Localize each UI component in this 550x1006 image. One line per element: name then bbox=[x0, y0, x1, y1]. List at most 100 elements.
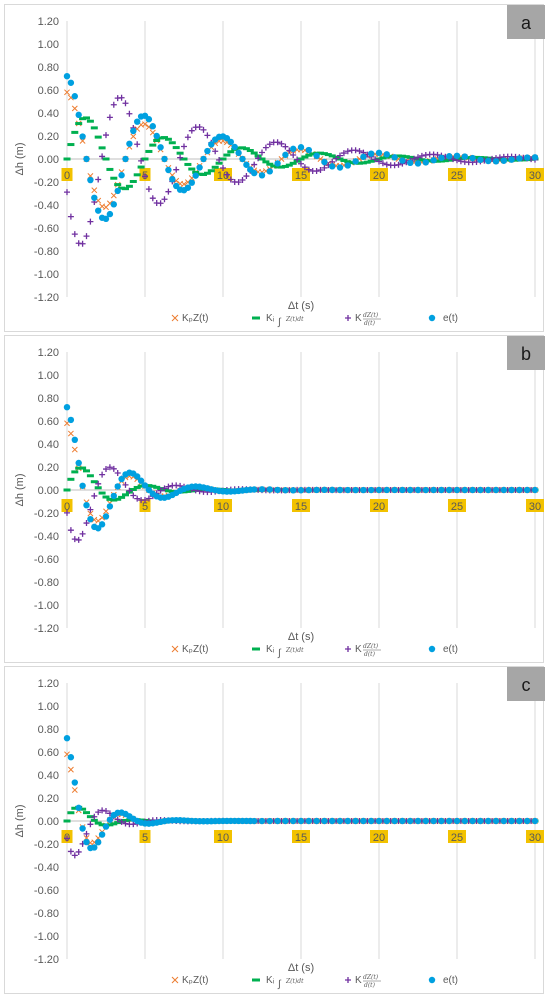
panel-label-box bbox=[507, 667, 545, 701]
point-e bbox=[192, 172, 199, 179]
point-kd bbox=[379, 160, 386, 167]
legend-label-ki-expr: Z(t)dt bbox=[285, 316, 304, 323]
point-ki bbox=[512, 158, 519, 162]
point-e bbox=[422, 159, 429, 166]
legend-label-kd: K bbox=[355, 313, 362, 324]
point-e bbox=[399, 817, 406, 825]
legend-marker-ki bbox=[252, 316, 260, 320]
chart-panel-b: 1.20 1.00 0.80 0.60 0.40 0.20 0.00 -0.20 -0.40 -0… bbox=[4, 335, 545, 663]
y-tick-label: 0.20 bbox=[38, 131, 59, 143]
y-tick-label: -0.40 bbox=[34, 862, 59, 874]
point-ki bbox=[176, 151, 184, 155]
point-e bbox=[344, 162, 351, 169]
point-ki bbox=[145, 484, 153, 488]
point-ki bbox=[426, 159, 434, 163]
point-e bbox=[106, 210, 114, 218]
point-kd bbox=[103, 808, 109, 815]
legend-integral: ∫ bbox=[277, 317, 282, 328]
point-kd bbox=[95, 480, 102, 487]
point-e bbox=[500, 157, 507, 164]
point-e bbox=[321, 158, 328, 166]
point-ki bbox=[75, 466, 83, 470]
point-kd bbox=[145, 186, 152, 193]
point-e bbox=[157, 144, 164, 151]
point-e bbox=[71, 436, 79, 444]
point-e bbox=[274, 486, 281, 494]
point-kd bbox=[395, 161, 402, 168]
x-tick-label: 20 bbox=[373, 501, 385, 513]
point-kd bbox=[83, 830, 90, 837]
point-ki bbox=[402, 155, 410, 159]
point-ki bbox=[153, 485, 161, 489]
point-e bbox=[134, 473, 141, 480]
point-ki bbox=[188, 167, 196, 171]
legend-label-ki-sym: Kᵢ bbox=[266, 313, 275, 324]
point-ki bbox=[301, 155, 309, 159]
point-e bbox=[407, 159, 414, 167]
legend-marker-kp bbox=[171, 314, 179, 322]
y-tick-label: 0.00 bbox=[38, 816, 59, 828]
point-ki bbox=[133, 173, 141, 177]
point-e bbox=[399, 157, 406, 164]
point-e bbox=[290, 817, 297, 825]
point-ki bbox=[79, 466, 87, 470]
point-e bbox=[67, 416, 75, 424]
legend-label-kp: KₚZ(t) bbox=[182, 644, 209, 655]
y-tick-label: -1.20 bbox=[34, 954, 59, 966]
legend-label-kd-den: d(t) bbox=[364, 651, 376, 658]
point-ki bbox=[266, 162, 274, 166]
point-kd bbox=[87, 821, 94, 828]
x-tick-highlight bbox=[139, 830, 151, 843]
point-e bbox=[266, 168, 273, 175]
point-kd bbox=[75, 848, 82, 855]
point-kp bbox=[87, 510, 94, 517]
point-e bbox=[368, 150, 375, 157]
panel-label: c bbox=[522, 675, 531, 695]
point-e bbox=[508, 817, 515, 825]
point-kp bbox=[64, 89, 70, 96]
point-e bbox=[231, 143, 238, 151]
legend-label-kd: K bbox=[355, 644, 362, 655]
point-kd bbox=[434, 151, 441, 158]
point-kd bbox=[259, 149, 265, 156]
chart-svg: 1.20 1.00 0.80 0.60 0.40 0.20 0.00 -0.20 -0.40 -0… bbox=[14, 336, 545, 659]
x-tick-label: 30 bbox=[529, 832, 541, 844]
point-e bbox=[106, 503, 114, 510]
point-e bbox=[485, 817, 492, 825]
point-ki bbox=[281, 164, 289, 168]
point-e bbox=[391, 486, 398, 494]
point-e bbox=[485, 486, 492, 494]
point-ki bbox=[184, 489, 192, 493]
point-e bbox=[91, 844, 98, 851]
point-kd bbox=[220, 165, 226, 172]
point-e bbox=[102, 215, 110, 223]
point-kd bbox=[95, 809, 102, 816]
point-ki bbox=[110, 176, 118, 180]
legend-marker-kd bbox=[345, 315, 351, 321]
point-e bbox=[508, 156, 515, 163]
point-e bbox=[67, 79, 75, 86]
point-kd bbox=[142, 173, 148, 180]
point-ki bbox=[363, 160, 371, 164]
point-e bbox=[492, 817, 500, 825]
point-kd bbox=[177, 154, 184, 161]
x-tick-highlight bbox=[370, 499, 388, 512]
x-tick-label: 15 bbox=[295, 832, 307, 844]
y-tick-label: 0.60 bbox=[38, 747, 59, 759]
point-ki bbox=[309, 152, 317, 156]
point-e bbox=[165, 166, 172, 174]
point-kd bbox=[157, 200, 164, 207]
point-e bbox=[375, 149, 383, 157]
point-e bbox=[305, 817, 312, 825]
point-e bbox=[118, 172, 125, 179]
point-e bbox=[83, 155, 90, 163]
y-tick-label: 1.20 bbox=[38, 678, 59, 690]
y-tick-label: -1.00 bbox=[34, 600, 59, 612]
point-kd bbox=[223, 171, 230, 178]
point-ki bbox=[94, 821, 102, 825]
point-e bbox=[114, 187, 121, 195]
point-ki bbox=[118, 495, 126, 499]
point-kd bbox=[344, 148, 351, 155]
